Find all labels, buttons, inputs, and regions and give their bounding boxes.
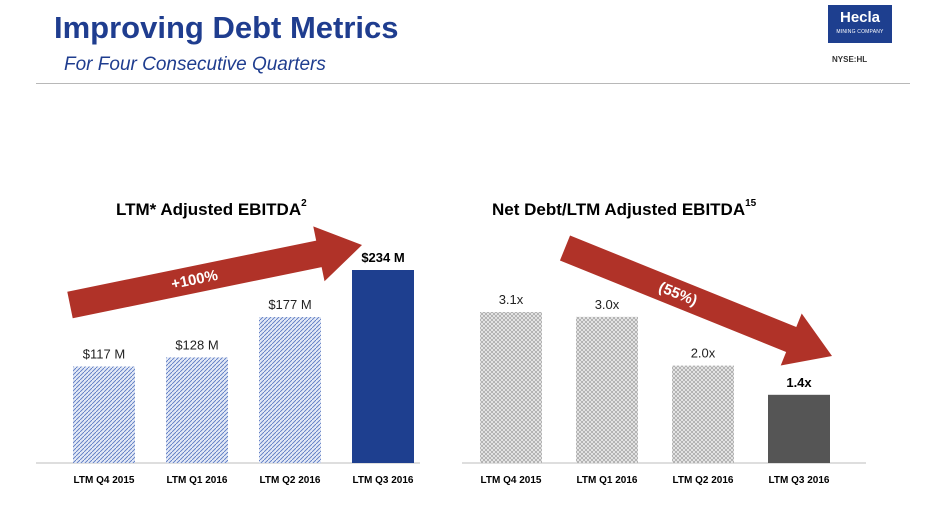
leverage-bar-3	[672, 365, 734, 463]
page-subtitle: For Four Consecutive Quarters	[64, 54, 326, 75]
chart-title-ebitda-text: LTM* Adjusted EBITDA	[116, 200, 302, 219]
ebitda-data-label-2: $128 M	[175, 337, 218, 352]
chart-title-leverage: Net Debt/LTM Adjusted EBITDA15	[492, 198, 757, 220]
chart-title-leverage-text: Net Debt/LTM Adjusted EBITDA	[492, 200, 746, 219]
ebitda-data-label-1: $117 M	[83, 347, 125, 362]
page-title: Improving Debt Metrics	[54, 10, 399, 45]
ebitda-trend-arrow: +100%	[67, 226, 362, 319]
ebitda-bar-4	[352, 270, 414, 463]
leverage-trend-arrow-shape	[559, 235, 832, 366]
leverage-category-label-2: LTM Q1 2016	[577, 475, 638, 486]
leverage-bar-2	[576, 316, 638, 463]
logo-name: Hecla	[839, 9, 881, 26]
leverage-category-label-3: LTM Q2 2016	[673, 475, 734, 486]
leverage-category-label-4: LTM Q3 2016	[769, 475, 830, 486]
ebitda-chart: $117 M LTM Q4 2015 $128 M LTM Q1 2016 $177 M…	[36, 226, 420, 486]
ticker-symbol: NYSE:HL	[832, 55, 868, 64]
leverage-data-label-2: 3.0x	[595, 297, 620, 312]
leverage-chart: 3.1x LTM Q4 2015 3.0x LTM Q1 2016 2.0x LTM Q2…	[462, 235, 866, 486]
ebitda-category-label-4: LTM Q3 2016	[353, 475, 414, 486]
ebitda-category-label-1: LTM Q4 2015	[74, 475, 135, 486]
leverage-bar-4	[768, 394, 830, 463]
company-logo: Hecla MINING COMPANY	[828, 5, 892, 43]
ebitda-bar-3	[259, 317, 321, 463]
chart-title-ebitda-footnote: 2	[301, 198, 307, 209]
ebitda-bar-1	[73, 366, 135, 463]
chart-title-ebitda: LTM* Adjusted EBITDA2	[116, 198, 307, 220]
ebitda-category-label-2: LTM Q1 2016	[167, 475, 228, 486]
leverage-category-label-1: LTM Q4 2015	[481, 475, 542, 486]
ebitda-category-label-3: LTM Q2 2016	[260, 475, 321, 486]
logo-subtitle: MINING COMPANY	[836, 29, 884, 35]
leverage-data-label-1: 3.1x	[499, 292, 524, 307]
chart-title-leverage-footnote: 15	[745, 198, 757, 209]
ebitda-trend-arrow-shape	[67, 226, 362, 319]
ebitda-bar-2	[166, 357, 228, 463]
leverage-data-label-3: 2.0x	[691, 346, 716, 361]
header-divider	[36, 83, 910, 84]
ebitda-data-label-4: $234 M	[361, 250, 404, 265]
leverage-bar-1	[480, 312, 542, 463]
leverage-data-label-4: 1.4x	[786, 375, 812, 390]
ebitda-data-label-3: $177 M	[268, 297, 311, 312]
